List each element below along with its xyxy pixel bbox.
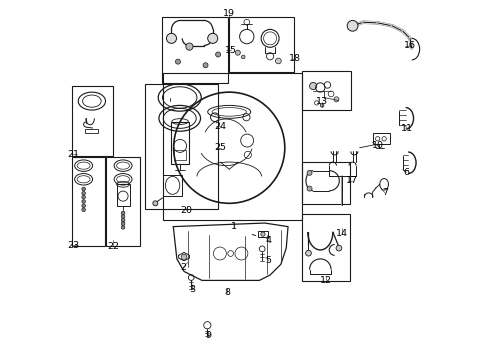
Circle shape: [347, 21, 358, 31]
Circle shape: [208, 33, 218, 43]
Text: 23: 23: [67, 241, 79, 250]
Circle shape: [306, 250, 311, 256]
Circle shape: [261, 232, 265, 236]
Circle shape: [307, 186, 312, 191]
Circle shape: [203, 63, 208, 68]
Circle shape: [275, 58, 281, 64]
Text: 25: 25: [215, 143, 226, 152]
Bar: [146, 84, 218, 210]
Text: 21: 21: [67, 150, 79, 159]
Bar: [229, 17, 294, 72]
Bar: [163, 73, 302, 220]
Circle shape: [153, 201, 158, 206]
Text: 5: 5: [266, 256, 271, 265]
Circle shape: [122, 222, 125, 226]
Circle shape: [175, 59, 180, 64]
Circle shape: [82, 187, 85, 191]
Circle shape: [320, 104, 324, 107]
Bar: [302, 71, 351, 110]
Bar: [302, 214, 350, 281]
Text: 2: 2: [180, 264, 186, 273]
Text: 17: 17: [345, 176, 358, 185]
Text: 8: 8: [224, 288, 230, 297]
Bar: [172, 122, 189, 164]
Bar: [72, 86, 113, 156]
Circle shape: [82, 208, 85, 212]
Bar: [174, 149, 186, 160]
Circle shape: [336, 245, 342, 251]
Circle shape: [122, 211, 125, 215]
Circle shape: [122, 226, 125, 229]
Text: 19: 19: [222, 9, 235, 18]
Circle shape: [82, 200, 85, 203]
Circle shape: [181, 254, 187, 260]
Bar: [258, 231, 269, 237]
Text: 18: 18: [289, 54, 301, 63]
Circle shape: [122, 215, 125, 219]
Bar: [162, 17, 228, 83]
Text: 9: 9: [205, 332, 211, 341]
Circle shape: [82, 195, 85, 199]
Circle shape: [310, 82, 317, 90]
Text: 6: 6: [403, 168, 409, 177]
Circle shape: [307, 170, 312, 175]
Text: 7: 7: [382, 188, 388, 197]
Circle shape: [235, 50, 240, 55]
Text: 22: 22: [107, 242, 119, 251]
Circle shape: [82, 204, 85, 208]
Text: 13: 13: [316, 97, 328, 106]
Text: 24: 24: [215, 122, 226, 131]
Text: 16: 16: [404, 41, 416, 50]
Bar: [117, 184, 129, 206]
Circle shape: [334, 97, 339, 102]
Circle shape: [167, 33, 176, 43]
Circle shape: [216, 52, 220, 57]
Bar: [373, 134, 390, 144]
Text: 14: 14: [336, 229, 348, 238]
Circle shape: [82, 192, 85, 195]
Circle shape: [242, 55, 245, 59]
Bar: [302, 162, 350, 204]
Circle shape: [186, 43, 193, 50]
Text: 1: 1: [231, 222, 237, 231]
Bar: [72, 157, 105, 246]
Text: 15: 15: [224, 46, 237, 55]
Bar: [106, 157, 140, 246]
Text: 3: 3: [189, 285, 195, 294]
Text: 4: 4: [266, 237, 271, 246]
Text: 10: 10: [372, 141, 384, 150]
Text: 20: 20: [180, 206, 193, 215]
Text: 12: 12: [320, 276, 332, 285]
Circle shape: [122, 219, 125, 222]
Text: 11: 11: [401, 123, 413, 132]
Bar: [85, 129, 98, 134]
Bar: [163, 175, 182, 196]
